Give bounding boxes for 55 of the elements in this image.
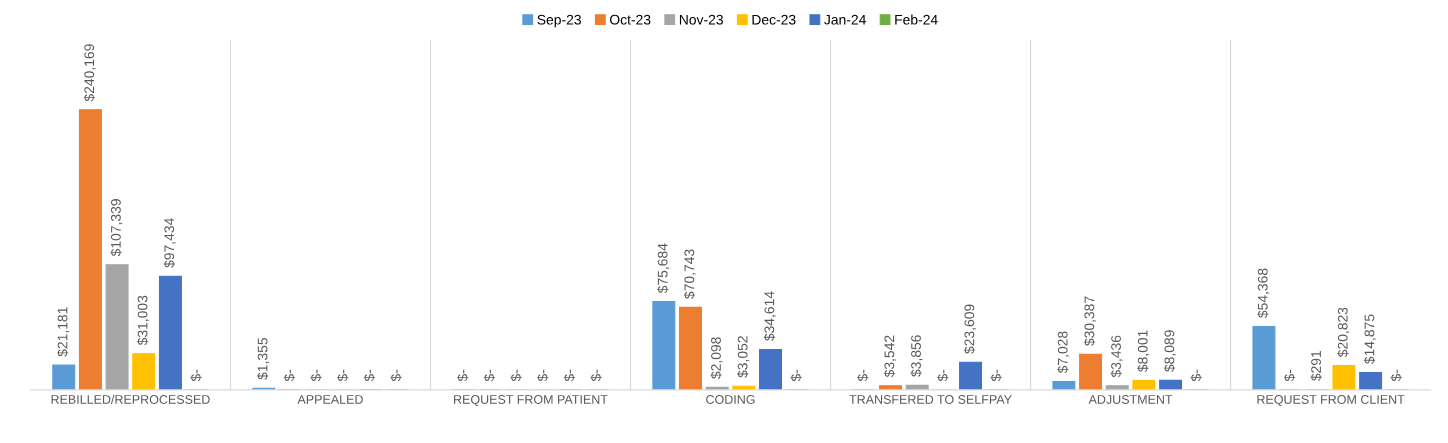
x-tick-label: REQUEST FROM PATIENT xyxy=(454,395,608,407)
data-label: $3,436 xyxy=(1110,335,1123,378)
x-tick-label: APPEALED xyxy=(297,395,363,404)
legend-label: Dec-23 xyxy=(752,14,796,25)
data-label: $75,684 xyxy=(657,243,670,294)
data-label: $- xyxy=(363,369,376,382)
data-label: $- xyxy=(937,369,949,382)
legend-label: Sep-23 xyxy=(537,14,581,28)
data-label: $- xyxy=(283,369,295,382)
data-label: $- xyxy=(337,369,349,382)
data-label: $- xyxy=(457,369,469,382)
data-label: $20,823 xyxy=(1337,307,1350,358)
data-label: $- xyxy=(390,369,402,382)
data-label: $30,387 xyxy=(1083,296,1096,346)
data-label: $- xyxy=(590,369,602,382)
data-label: $7,028 xyxy=(1057,331,1070,374)
data-label: $21,181 xyxy=(57,307,70,357)
x-tick-label: REQUEST FROM CLIENT xyxy=(1257,395,1405,407)
data-label: $8,001 xyxy=(1137,330,1150,373)
data-label: $14,875 xyxy=(1363,314,1376,365)
data-label: $8,089 xyxy=(1163,330,1176,372)
data-label: $240,169 xyxy=(83,44,96,102)
data-label: $3,052 xyxy=(737,336,750,378)
data-label: $23,609 xyxy=(963,304,976,354)
data-label: $- xyxy=(1390,369,1402,382)
data-label: $54,368 xyxy=(1257,268,1270,318)
data-label: $- xyxy=(510,369,522,382)
data-label: $70,743 xyxy=(683,249,696,299)
x-tick-label: ADJUSTMENT xyxy=(1088,395,1173,404)
x-tick-label: TRANSFERED TO SELFPAY xyxy=(849,395,1012,404)
legend-label: Oct-23 xyxy=(610,14,651,25)
legend-label: Feb-24 xyxy=(895,14,938,25)
x-tick-label: CODING xyxy=(706,395,755,404)
x-tick-label: REBILLED/REPROCESSED xyxy=(51,394,210,404)
data-label: $- xyxy=(990,369,1002,382)
legend-label: Jan-24 xyxy=(824,14,866,25)
data-label: $- xyxy=(790,369,802,382)
data-label: $1,355 xyxy=(257,338,270,380)
data-label: $- xyxy=(1190,369,1202,382)
data-label: $3,856 xyxy=(910,335,923,377)
data-label: $97,434 xyxy=(163,218,176,268)
data-label: $31,003 xyxy=(137,295,150,346)
data-label: $2,098 xyxy=(710,337,723,379)
data-label: $- xyxy=(483,369,496,382)
data-label: $291 xyxy=(1310,350,1322,382)
data-label: $- xyxy=(190,369,202,382)
data-label: $- xyxy=(1283,369,1296,382)
legend-label: Nov-23 xyxy=(679,14,723,25)
data-label: $- xyxy=(563,369,576,382)
data-label: $- xyxy=(537,369,549,382)
data-label: $3,542 xyxy=(883,335,896,378)
data-label: $- xyxy=(310,369,322,382)
data-label: $34,614 xyxy=(763,291,776,342)
data-label: $107,339 xyxy=(110,199,123,257)
data-label: $- xyxy=(857,369,869,382)
